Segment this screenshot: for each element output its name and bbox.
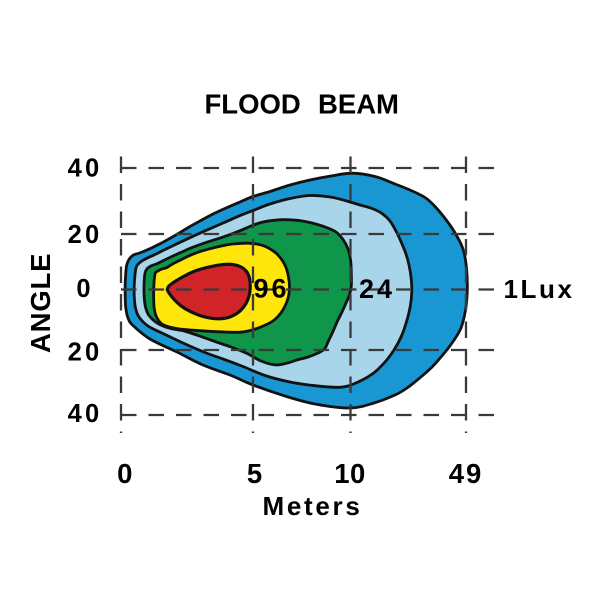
svg-text:5: 5 [247,458,262,489]
svg-text:0: 0 [117,458,132,489]
svg-text:Lux: Lux [521,274,575,304]
svg-text:40: 40 [68,400,103,428]
svg-text:96: 96 [254,274,290,304]
svg-text:ANGLE: ANGLE [25,253,56,353]
svg-text:1: 1 [504,274,518,304]
svg-text:24: 24 [359,274,395,304]
svg-text:0: 0 [76,275,90,303]
svg-text:FLOOD: FLOOD [205,89,301,120]
svg-text:10: 10 [334,458,366,489]
svg-text:Meters: Meters [262,491,362,521]
svg-text:BEAM: BEAM [318,89,399,120]
svg-text:20: 20 [68,339,103,367]
svg-text:40: 40 [68,155,103,183]
svg-text:20: 20 [68,221,103,249]
svg-text:49: 49 [449,458,484,489]
